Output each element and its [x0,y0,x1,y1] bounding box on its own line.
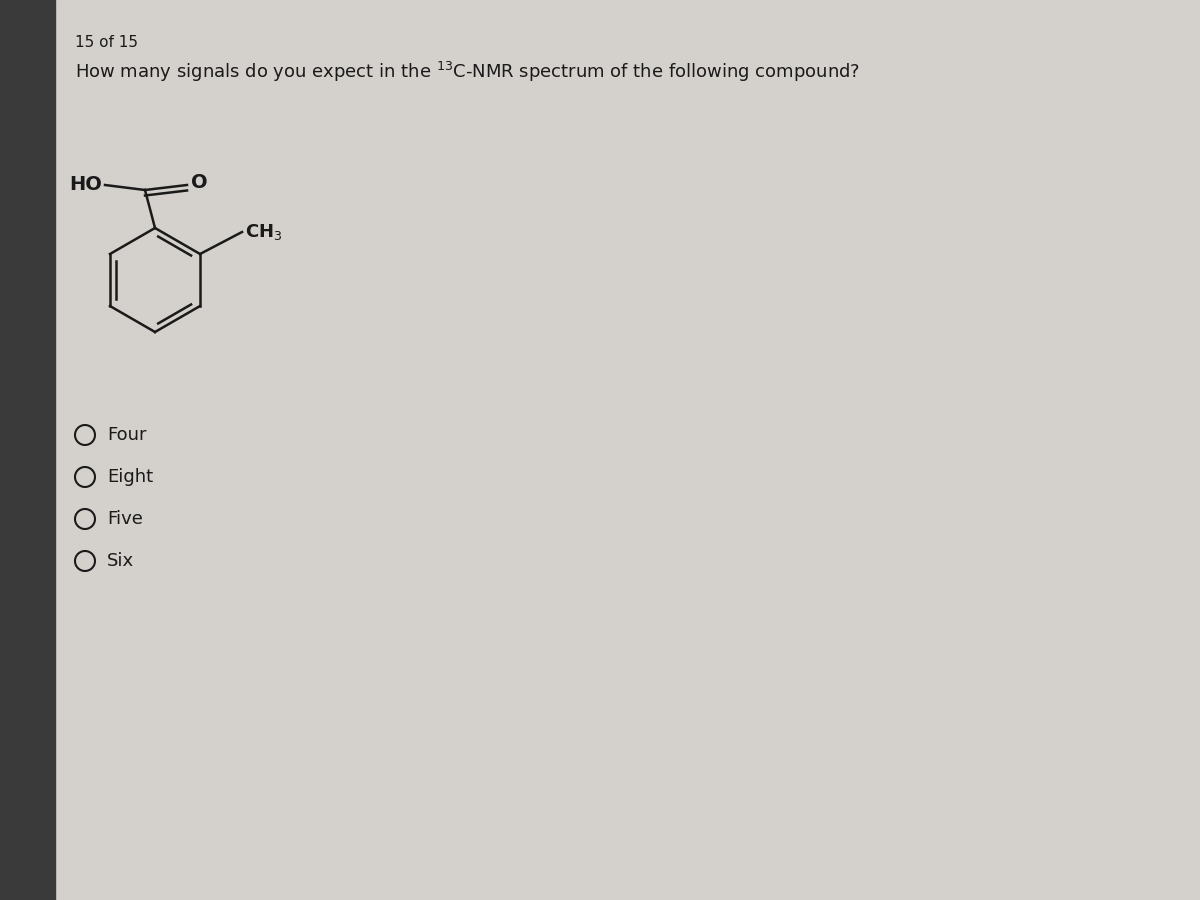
Text: O: O [191,174,208,193]
Text: How many signals do you expect in the $^{13}$C-NMR spectrum of the following com: How many signals do you expect in the $^… [74,60,860,84]
Text: Six: Six [107,552,134,570]
Text: HO: HO [70,175,102,194]
Text: Four: Four [107,426,146,444]
Text: Five: Five [107,510,143,528]
Text: 15 of 15: 15 of 15 [74,35,138,50]
Bar [0,0,55,900]
Text: Eight: Eight [107,468,154,486]
Text: CH$_3$: CH$_3$ [245,222,282,242]
